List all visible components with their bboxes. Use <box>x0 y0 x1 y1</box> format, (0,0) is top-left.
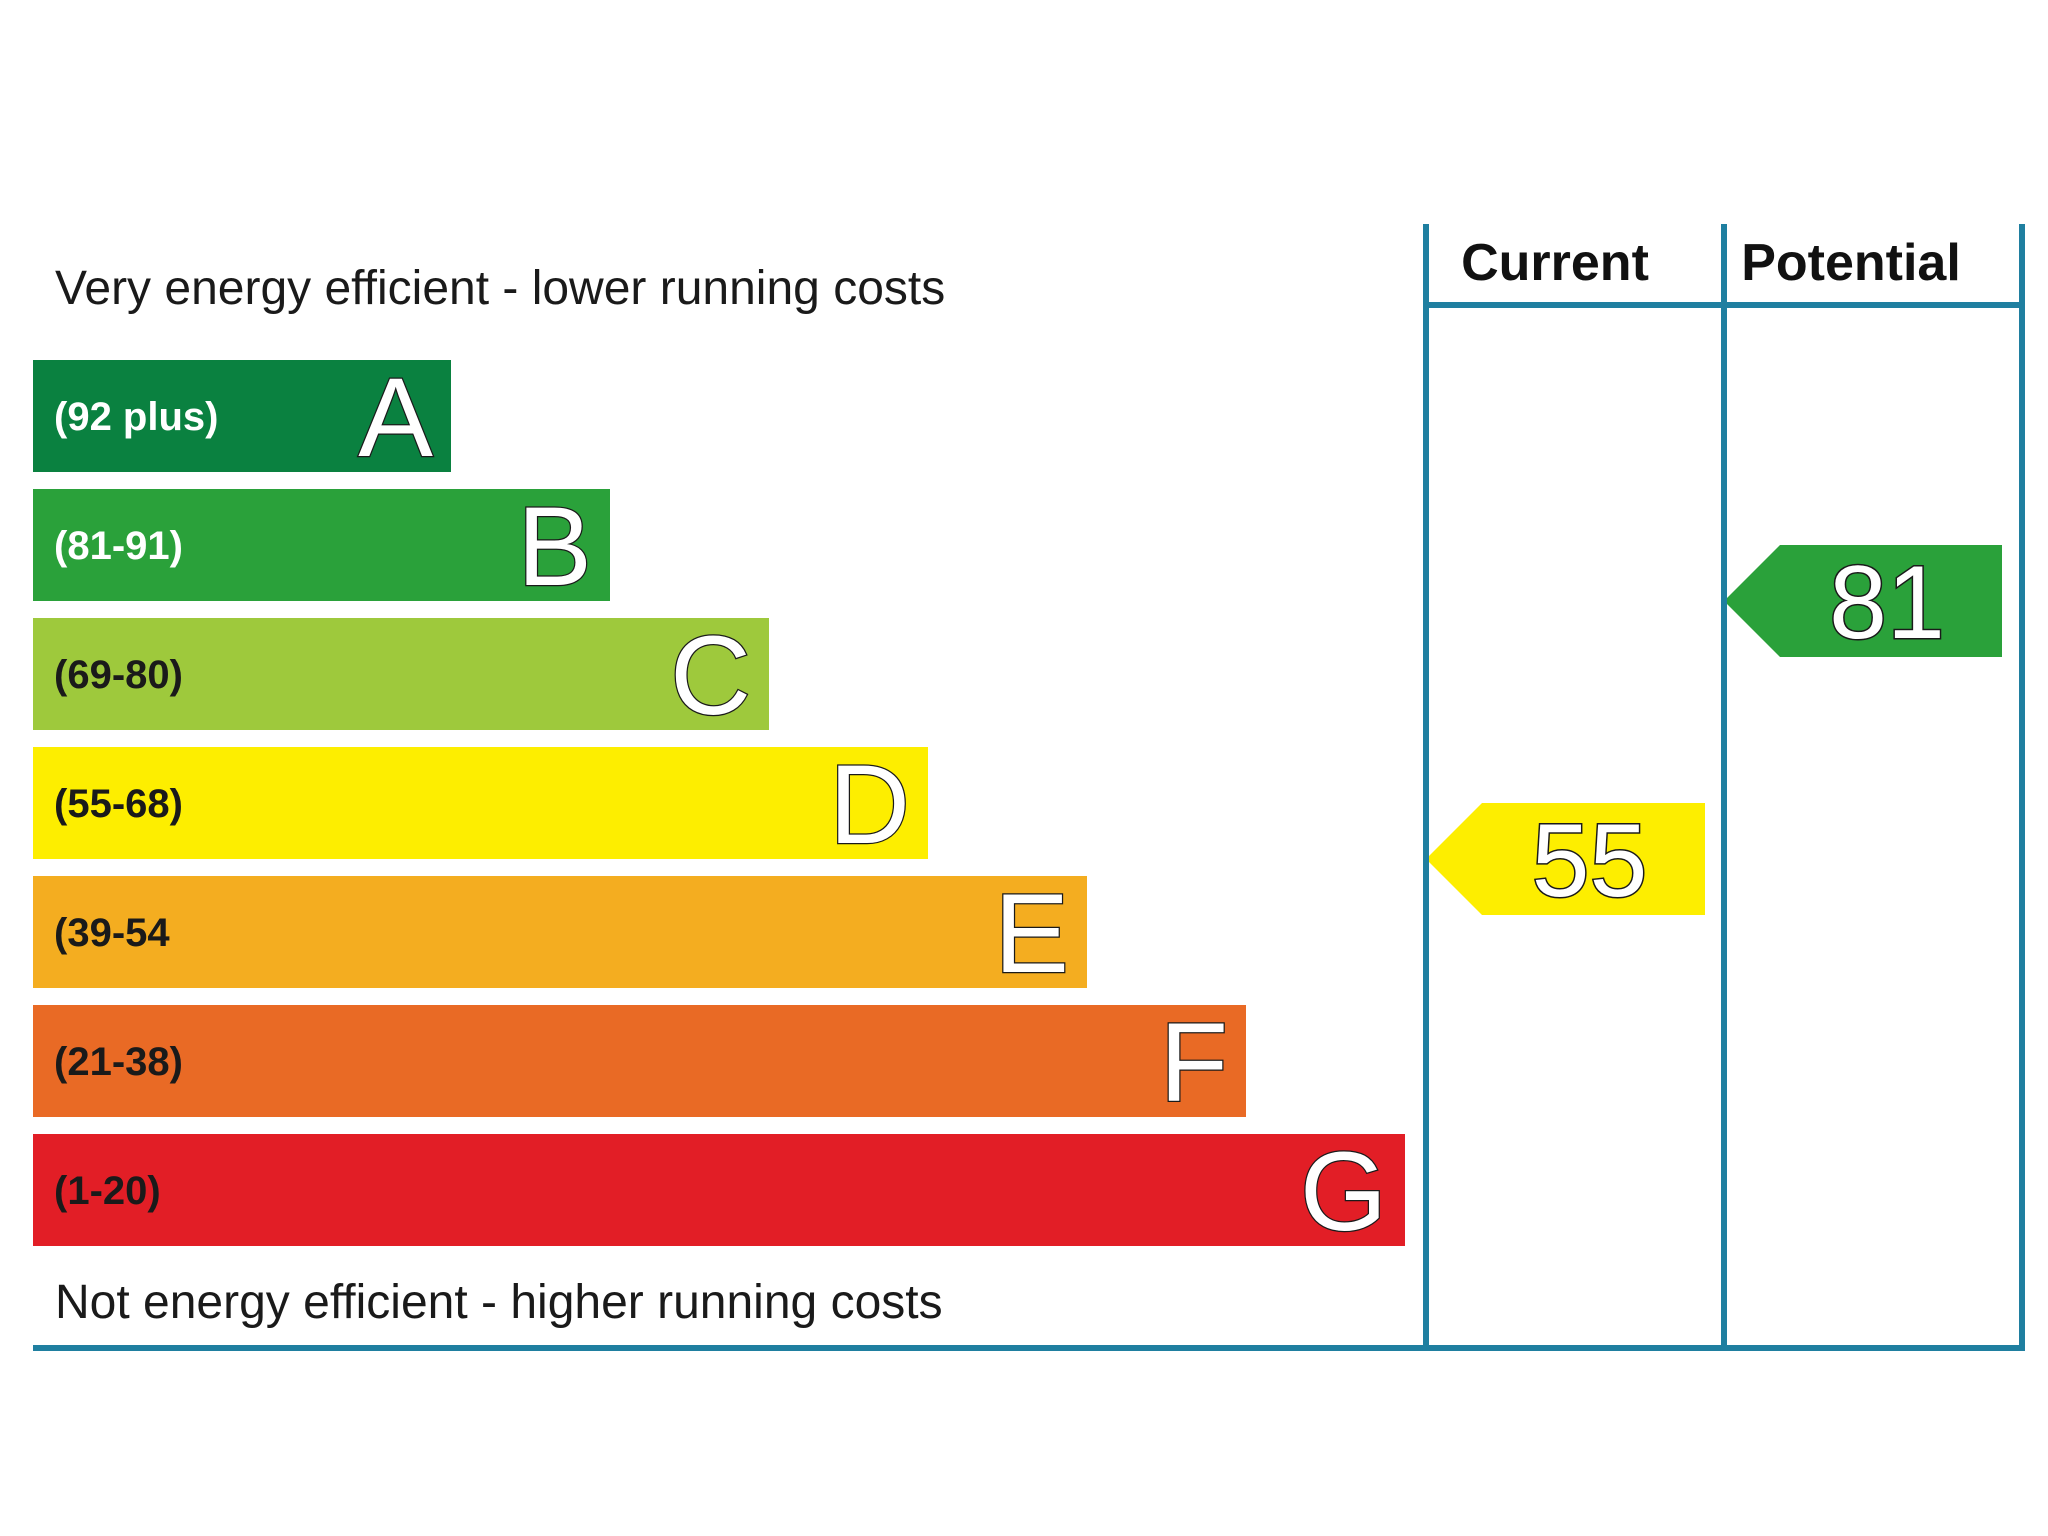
band-letter: F <box>1160 1000 1228 1125</box>
band-bar-d <box>33 747 928 859</box>
rating-bands: (92 plus) A(81-91) B(69-80) C(55-68) D(39-54… <box>33 354 1405 1255</box>
rating-arrows: 55 81 <box>1426 544 2002 921</box>
band-bar-a <box>33 360 451 472</box>
chart-frame <box>33 224 2025 1351</box>
band-letter: A <box>358 355 433 480</box>
current-rating-value: 55 <box>1532 803 1648 919</box>
band-range-label: (21-38) <box>54 1040 183 1084</box>
band-b: (81-91) B <box>33 483 610 610</box>
top-caption: Very energy efficient - lower running co… <box>55 262 945 315</box>
band-c: (69-80) C <box>33 612 769 739</box>
band-letter: D <box>829 742 910 867</box>
band-range-label: (1-20) <box>54 1169 161 1213</box>
band-range-label: (81-91) <box>54 524 183 568</box>
band-range-label: (39-54 <box>54 911 170 955</box>
band-letter: E <box>994 871 1069 996</box>
band-bar-g <box>33 1134 1405 1246</box>
band-bar-b <box>33 489 610 601</box>
current-column-header: Current <box>1461 234 1649 292</box>
band-range-label: (92 plus) <box>54 395 218 439</box>
current-rating: 55 <box>1426 802 1705 921</box>
potential-rating-arrow <box>1724 545 2002 657</box>
bottom-caption: Not energy efficient - higher running co… <box>55 1276 943 1329</box>
potential-column-header: Potential <box>1741 234 1961 292</box>
band-bar-e <box>33 876 1087 988</box>
current-rating-arrow <box>1426 803 1705 915</box>
band-letter: B <box>517 484 592 609</box>
potential-rating-value: 81 <box>1829 545 1945 661</box>
band-bar-f <box>33 1005 1246 1117</box>
band-range-label: (55-68) <box>54 782 183 826</box>
band-bar-c <box>33 618 769 730</box>
band-g: (1-20) G <box>33 1128 1405 1255</box>
band-letter: C <box>670 613 751 738</box>
potential-rating: 81 <box>1724 544 2002 663</box>
band-a: (92 plus) A <box>33 354 451 481</box>
band-d: (55-68) D <box>33 741 928 868</box>
band-range-label: (69-80) <box>54 653 183 697</box>
band-f: (21-38) F <box>33 999 1246 1126</box>
band-e: (39-54 E <box>33 870 1087 997</box>
band-letter: G <box>1300 1129 1387 1254</box>
